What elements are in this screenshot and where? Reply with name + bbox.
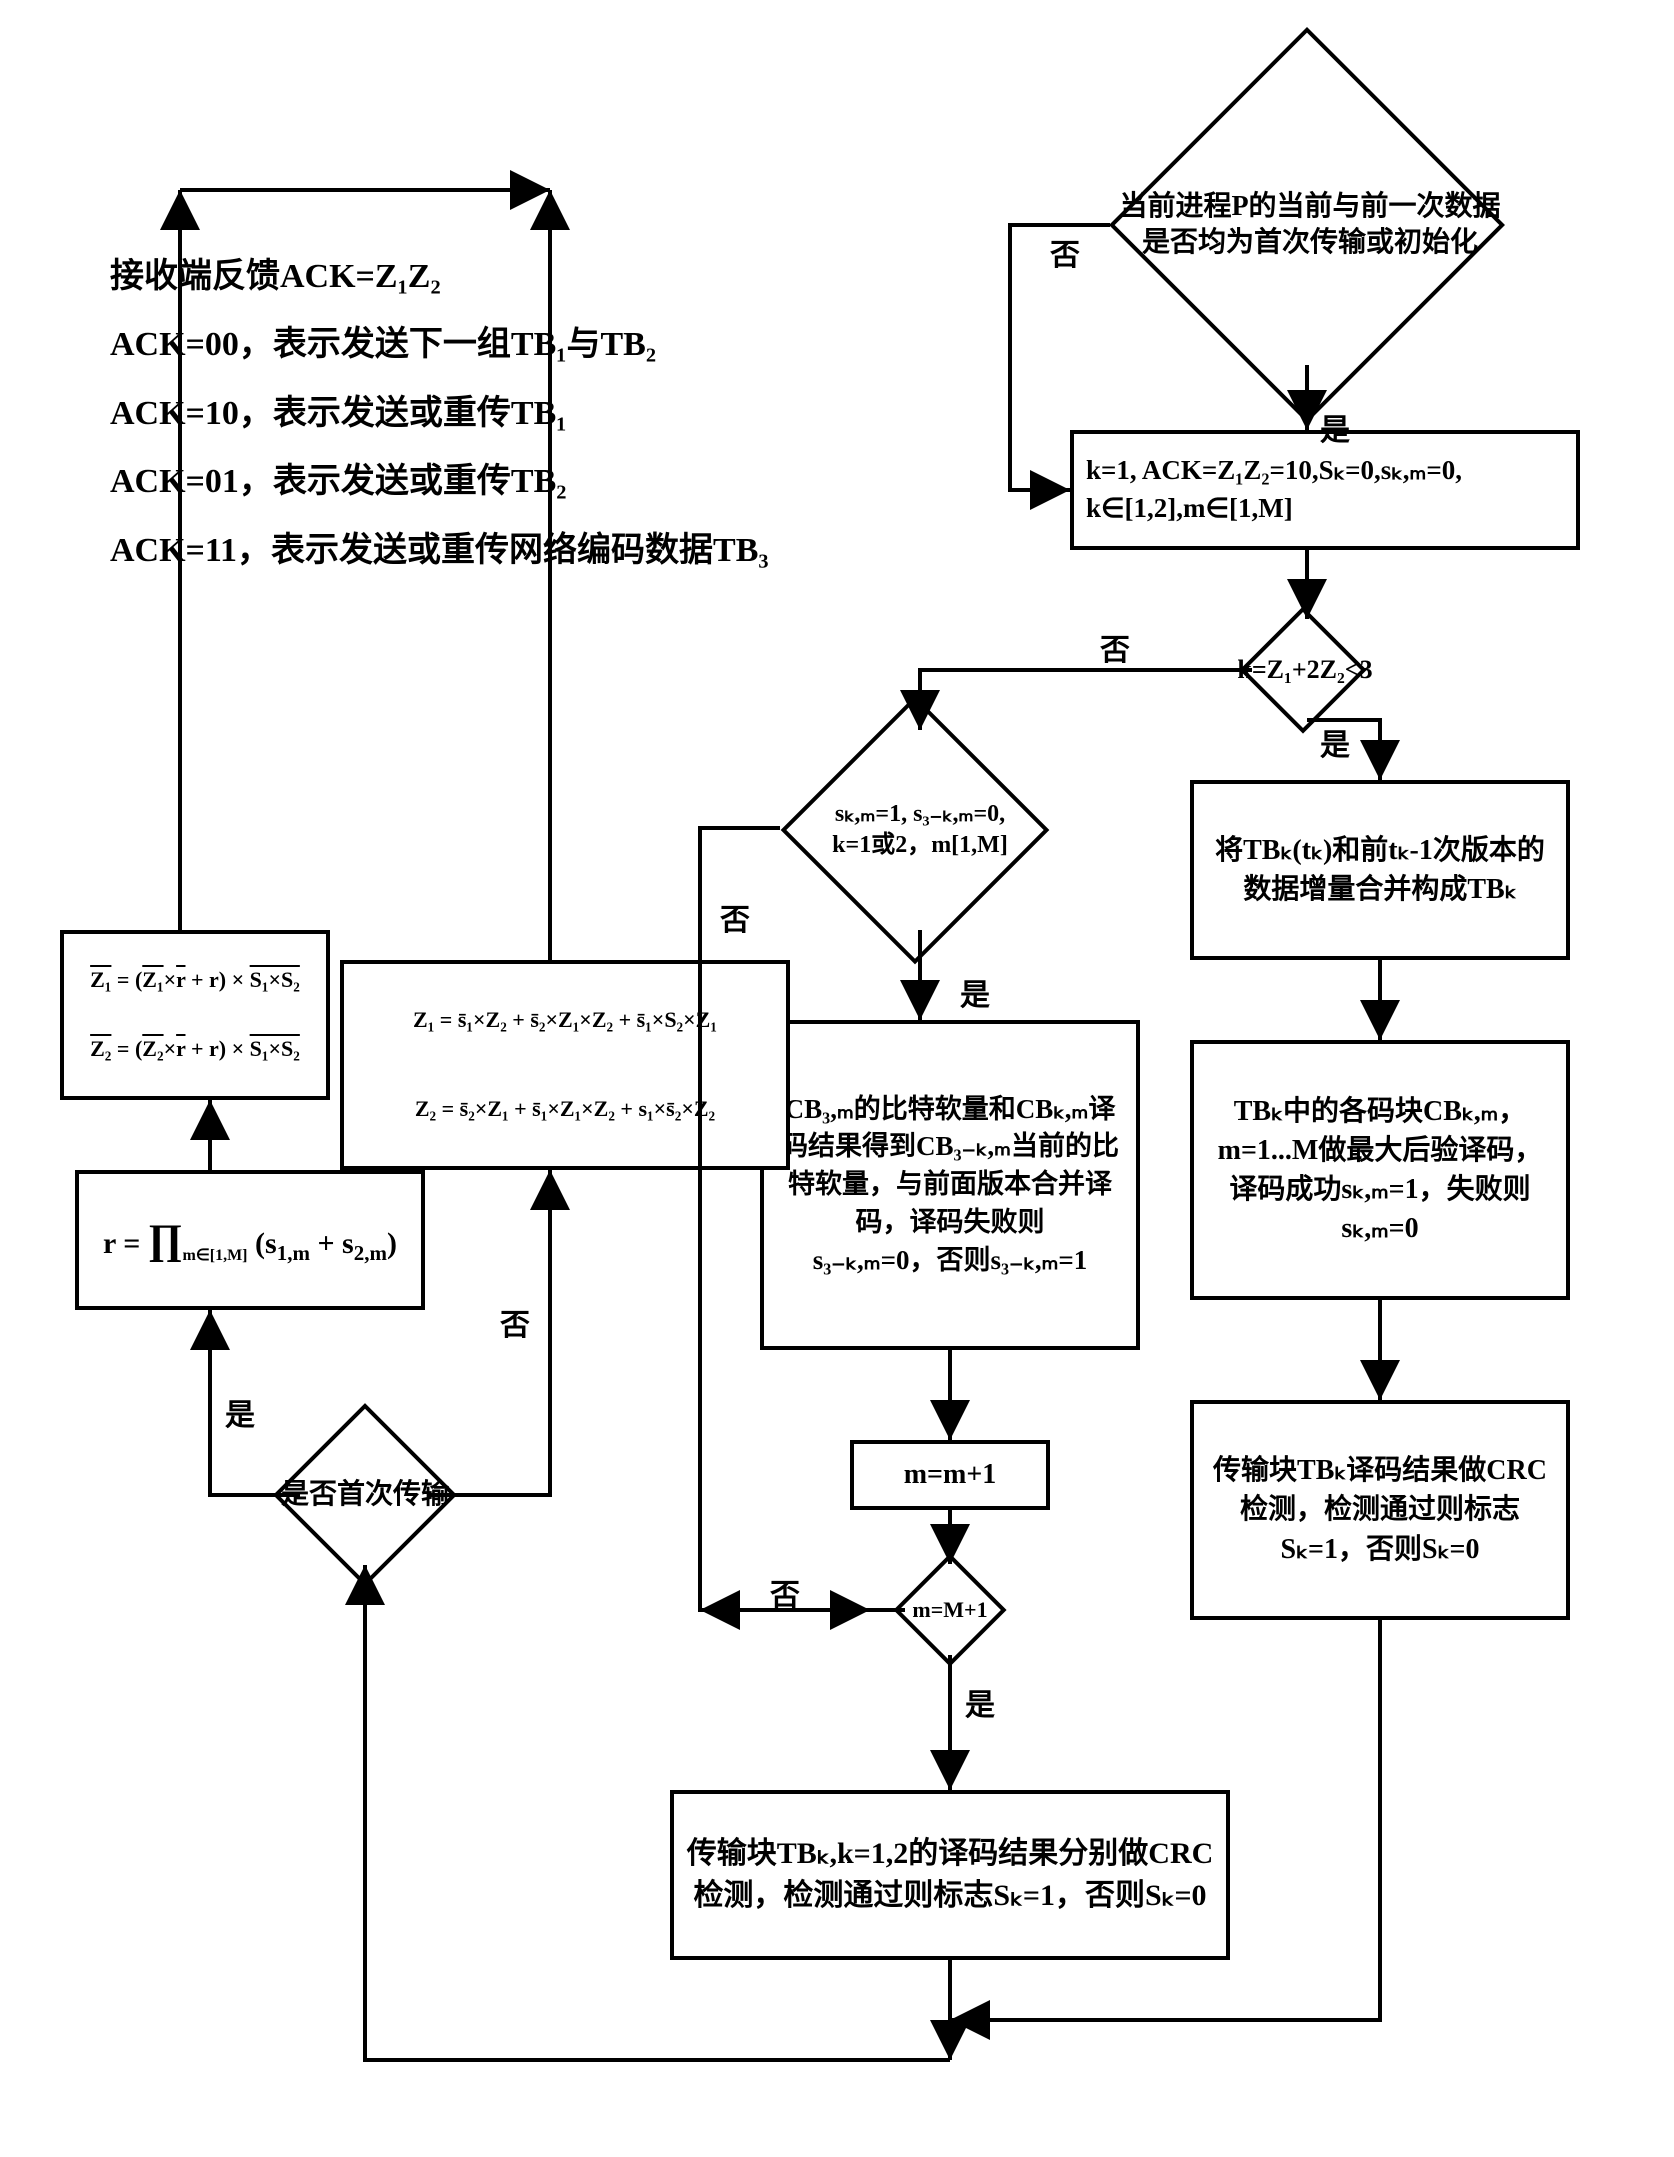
legend-block: 接收端反馈ACK=Z₁Z₂ ACK=00，表示发送下一组TB₁与TB₂ ACK=…: [110, 250, 769, 578]
legend-line3: ACK=10，表示发送或重传TB₁: [110, 387, 769, 441]
decision-m-eq-mplus1-text: m=M+1: [870, 1595, 1030, 1625]
lbl-d1-no: 否: [1050, 230, 1080, 274]
lbl-d12-no: 否: [500, 1300, 530, 1344]
node-z-nf-l1: Z₁ = s̄₁×Z₂ + s̄₂×Z₁×Z₂ + s̄₁×S₂×Z₁: [413, 1005, 717, 1036]
decision-first-tx-text: 是否首次传输: [245, 1475, 485, 1515]
decision-init-text: 当前进程P的当前与前一次数据是否均为首次传输或初始化: [1115, 120, 1505, 330]
legend-line1: 接收端反馈ACK=Z₁Z₂: [110, 250, 769, 304]
lbl-d9-no: 否: [770, 1570, 800, 1614]
node-crc-single: 传输块TBₖ译码结果做CRC检测，检测通过则标志Sₖ=1，否则Sₖ=0: [1190, 1400, 1570, 1620]
lbl-d4-no: 否: [720, 895, 750, 939]
legend-line2: ACK=00，表示发送下一组TB₁与TB₂: [110, 318, 769, 372]
node-r-product: r = ∏m∈[1,M] (s1,m + s2,m): [75, 1170, 425, 1310]
lbl-d3-no: 否: [1100, 625, 1130, 669]
node-m-incr: m=m+1: [850, 1440, 1050, 1510]
lbl-d3-yes: 是: [1320, 720, 1350, 764]
node-z-f-l2: Z₂ = (Z₂×r + r) × S₁×S₂: [90, 1034, 300, 1065]
legend-line5: ACK=11，表示发送或重传网络编码数据TB₃: [110, 524, 769, 578]
node-cb-decode: CB₃,ₘ的比特软量和CBₖ,ₘ译码结果得到CB₃₋ₖ,ₘ当前的比特软量，与前面…: [760, 1020, 1140, 1350]
node-z-f-l1: Z₁ = (Z₁×r + r) × S₁×S₂: [90, 965, 300, 996]
node-map-decode: TBₖ中的各码块CBₖ,ₘ，m=1...M做最大后验译码，译码成功sₖ,ₘ=1，…: [1190, 1040, 1570, 1300]
node-r-product-text: r = ∏m∈[1,M] (s1,m + s2,m): [103, 1211, 397, 1270]
node-tbk-merge: 将TBₖ(tₖ)和前tₖ-1次版本的数据增量合并构成TBₖ: [1190, 780, 1570, 960]
legend-line4: ACK=01，表示发送或重传TB₂: [110, 455, 769, 509]
node-crc-both: 传输块TBₖ,k=1,2的译码结果分别做CRC检测，检测通过则标志Sₖ=1，否则…: [670, 1790, 1230, 1960]
node-z-not-first: Z₁ = s̄₁×Z₂ + s̄₂×Z₁×Z₂ + s̄₁×S₂×Z₁ Z₂ =…: [340, 960, 790, 1170]
node-z-first: Z₁ = (Z₁×r + r) × S₁×S₂ Z₂ = (Z₂×r + r) …: [60, 930, 330, 1100]
lbl-d9-yes: 是: [965, 1680, 995, 1724]
node-z-nf-l2: Z₂ = s̄₂×Z₁ + s̄₁×Z₁×Z₂ + s₁×s̄₂×Z₂: [415, 1094, 715, 1125]
lbl-d4-yes: 是: [960, 970, 990, 1014]
decision-k-lt-3-text: k=Z₁+2Z₂<3: [1180, 645, 1430, 695]
lbl-d1-yes: 是: [1320, 405, 1350, 449]
lbl-d12-yes: 是: [225, 1390, 255, 1434]
decision-skm-text: sₖ,ₘ=1, s₃₋ₖ,ₘ=0, k=1或2，m[1,M]: [770, 775, 1070, 885]
